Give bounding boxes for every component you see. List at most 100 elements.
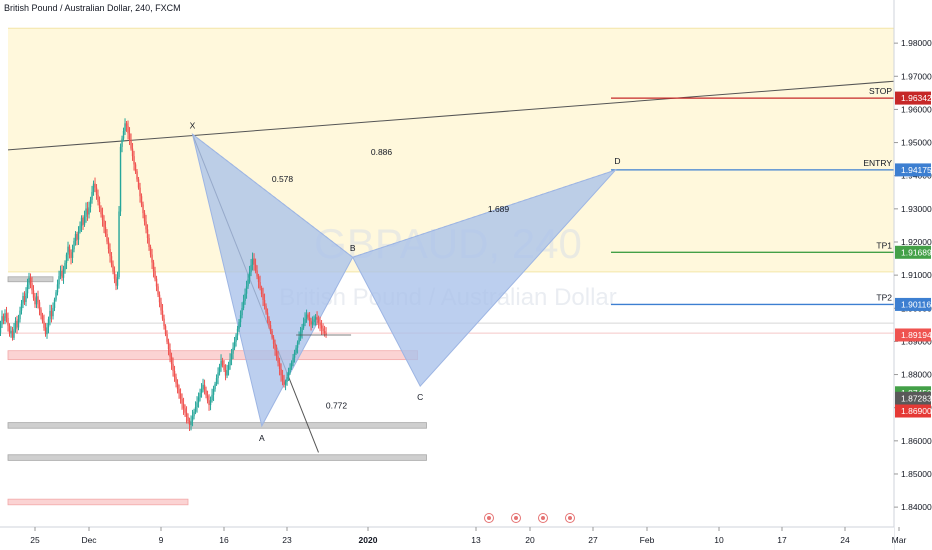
candle-body [32,290,35,298]
candle [118,206,120,280]
candle-body [35,296,38,305]
candle [143,210,146,226]
candle [145,214,147,234]
candle-body [293,352,296,358]
candle [286,372,288,386]
candle-body [116,277,119,286]
candle [95,184,98,200]
candle [278,357,281,376]
candle-body [128,133,131,140]
candle-body [223,364,225,370]
candle [65,252,68,270]
candle-body [325,333,327,336]
candle-body [232,347,234,354]
candle-body [289,367,291,373]
candle-body [146,229,149,239]
pattern-point-a: A [259,433,265,443]
candle [11,326,14,341]
candle [151,248,153,270]
candle-body [19,310,21,320]
candle [41,312,44,324]
candle [248,265,251,284]
candle-body [179,393,182,399]
candle [251,252,254,271]
candle [76,231,78,246]
candle [4,309,6,325]
candle-body [268,318,270,326]
candle-body [133,156,135,165]
candle-body [71,249,74,258]
candle-body [185,412,188,417]
candle-body [241,307,243,316]
candle [77,226,80,245]
candle-body [274,343,276,351]
pattern-xb-line [192,133,354,258]
candle [253,253,255,271]
y-tick-label: 1.92000 [901,237,932,247]
candle-body [104,227,107,235]
candle-body [209,400,212,406]
candle-body [317,319,320,323]
candle-body [101,214,104,221]
candle-body [11,330,14,338]
candle-body [163,318,165,327]
candle-body [164,326,167,335]
candles-layer [0,118,352,432]
candle [218,363,221,376]
candle [104,220,107,237]
y-tick-label: 1.93000 [901,204,932,214]
candle-body [310,320,312,325]
x-tick-label: 25 [30,535,40,545]
candle [100,205,102,218]
candle-body [151,254,153,263]
candle [29,273,32,289]
trend-line-1[interactable] [7,80,895,151]
candle-body [62,269,65,278]
candle [68,244,71,259]
candle-body [112,264,114,272]
candle [271,328,273,340]
candle [122,127,125,142]
candle-body [94,183,96,188]
candle [134,162,137,175]
price-tag-entry: 1.94175 [901,165,932,175]
candle-body [221,360,224,365]
time-axis[interactable] [0,527,894,550]
candle-body [187,416,189,422]
candle [115,274,117,291]
candle-body [161,310,164,319]
candle [155,275,158,292]
candle-body [113,271,116,279]
pattern-triangle-xab[interactable] [191,133,354,428]
event-flag-icon-dot [568,516,572,520]
candle [241,302,243,319]
candle-body [191,416,194,421]
candle-body [130,139,132,149]
candle-body [286,377,288,382]
candle-body [89,199,92,208]
candle [79,221,81,234]
pattern-ratio-label: 0.886 [371,147,393,157]
candle-body [82,217,84,225]
candle [133,150,135,171]
candle-body [250,264,252,273]
harmonic-pattern[interactable] [191,133,618,428]
candle [178,384,180,399]
candle-body [98,201,101,209]
candle [263,293,266,310]
candle [275,344,278,361]
candle [257,273,260,289]
candle-body [5,313,8,318]
trade-levels[interactable]: STOP ENTRY TP1 TP2 [611,86,894,306]
candle-body [266,312,269,319]
candle-body [14,320,17,330]
candle [170,352,173,370]
candle [22,292,24,309]
candle [305,309,308,323]
candle-body [37,296,39,303]
level-label-tp2: TP2 [876,292,892,302]
candle [55,290,57,302]
candle [205,386,207,399]
